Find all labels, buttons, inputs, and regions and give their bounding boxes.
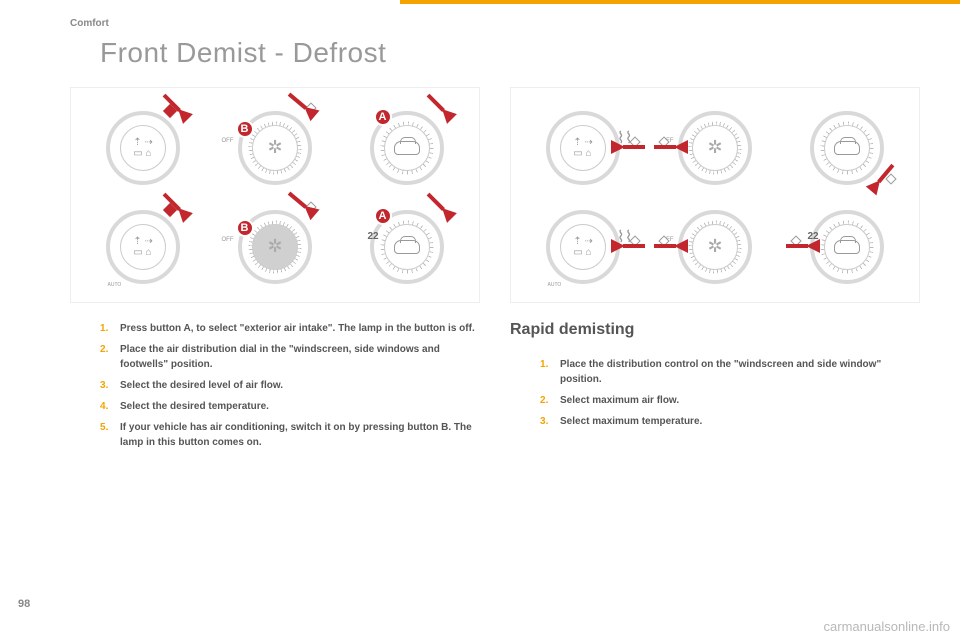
section-label: Comfort: [70, 18, 920, 29]
list-item: Press button A, to select "exterior air …: [100, 321, 480, 336]
list-item: Place the air distribution dial in the "…: [100, 342, 480, 372]
dial-temp-rapid-auto: 22: [790, 199, 905, 294]
distribution-icons: ⇡ ⇢▭ ⌂: [563, 236, 603, 258]
arrow-icon: [611, 140, 645, 154]
car-icon: [394, 240, 420, 254]
snowflake-icon: ✲: [267, 137, 282, 158]
arrow-icon: [654, 140, 688, 154]
list-item: Select maximum temperature.: [540, 414, 920, 429]
left-steps: Press button A, to select "exterior air …: [100, 321, 480, 450]
accent-bar: [400, 0, 960, 4]
dial-distribution-auto: ⇡ ⇢▭ ⌂ AUTO: [86, 199, 201, 294]
content-columns: ⇡ ⇢▭ ⌂ ✲ OFF B A: [70, 87, 920, 456]
badge-b: B: [236, 120, 254, 138]
list-item: Select the desired temperature.: [100, 399, 480, 414]
badge-a: A: [374, 207, 392, 225]
right-steps: Place the distribution control on the "w…: [540, 357, 920, 429]
dial-intake-rapid: [790, 100, 905, 195]
badge-b: B: [236, 219, 254, 237]
distribution-icons: ⇡ ⇢▭ ⌂: [563, 137, 603, 159]
watermark: carmanualsonline.info: [824, 619, 950, 634]
auto-label: AUTO: [548, 282, 562, 288]
dial-distribution-rapid: ⇡ ⇢▭ ⌂ ⌇⌇: [526, 100, 641, 195]
dial-blower-auto: ✲ OFF B: [218, 199, 333, 294]
manual-page: Comfort Front Demist - Defrost ⇡ ⇢▭ ⌂ ✲ …: [0, 0, 960, 640]
car-icon: [834, 240, 860, 254]
right-figure: ⇡ ⇢▭ ⌂ ⌇⌇ ✲ OFF: [510, 87, 920, 303]
car-icon: [394, 141, 420, 155]
dial-distribution-manual: ⇡ ⇢▭ ⌂: [86, 100, 201, 195]
rapid-heading: Rapid demisting: [510, 321, 920, 339]
distribution-icons: ⇡ ⇢▭ ⌂: [123, 236, 163, 258]
snowflake-icon: ✲: [707, 236, 722, 257]
snowflake-icon: ✲: [707, 137, 722, 158]
list-item: Place the distribution control on the "w…: [540, 357, 920, 387]
off-label: OFF: [222, 237, 234, 243]
dial-blower-manual: ✲ OFF B: [218, 100, 333, 195]
temp-value: 22: [368, 231, 379, 242]
page-number: 98: [18, 598, 30, 610]
distribution-icons: ⇡ ⇢▭ ⌂: [123, 137, 163, 159]
arrow-icon: [654, 239, 688, 253]
dial-blower-rapid: ✲ OFF: [658, 100, 773, 195]
off-label: OFF: [222, 138, 234, 144]
page-title: Front Demist - Defrost: [100, 37, 920, 69]
auto-label: AUTO: [108, 282, 122, 288]
badge-a: A: [374, 108, 392, 126]
left-column: ⇡ ⇢▭ ⌂ ✲ OFF B A: [70, 87, 480, 456]
arrow-icon: [611, 239, 645, 253]
dial-blower-rapid-auto: ✲ OFF: [658, 199, 773, 294]
arrow-icon: [786, 239, 820, 253]
dial-distribution-rapid-auto: ⇡ ⇢▭ ⌂ AUTO ⌇⌇: [526, 199, 641, 294]
left-figure: ⇡ ⇢▭ ⌂ ✲ OFF B A: [70, 87, 480, 303]
list-item: If your vehicle has air conditioning, sw…: [100, 420, 480, 450]
dial-temp-auto: 22 A: [350, 199, 465, 294]
right-column: ⇡ ⇢▭ ⌂ ⌇⌇ ✲ OFF: [510, 87, 920, 456]
list-item: Select the desired level of air flow.: [100, 378, 480, 393]
list-item: Select maximum air flow.: [540, 393, 920, 408]
car-icon: [834, 141, 860, 155]
snowflake-icon: ✲: [267, 236, 282, 257]
dial-intake-manual: A: [350, 100, 465, 195]
